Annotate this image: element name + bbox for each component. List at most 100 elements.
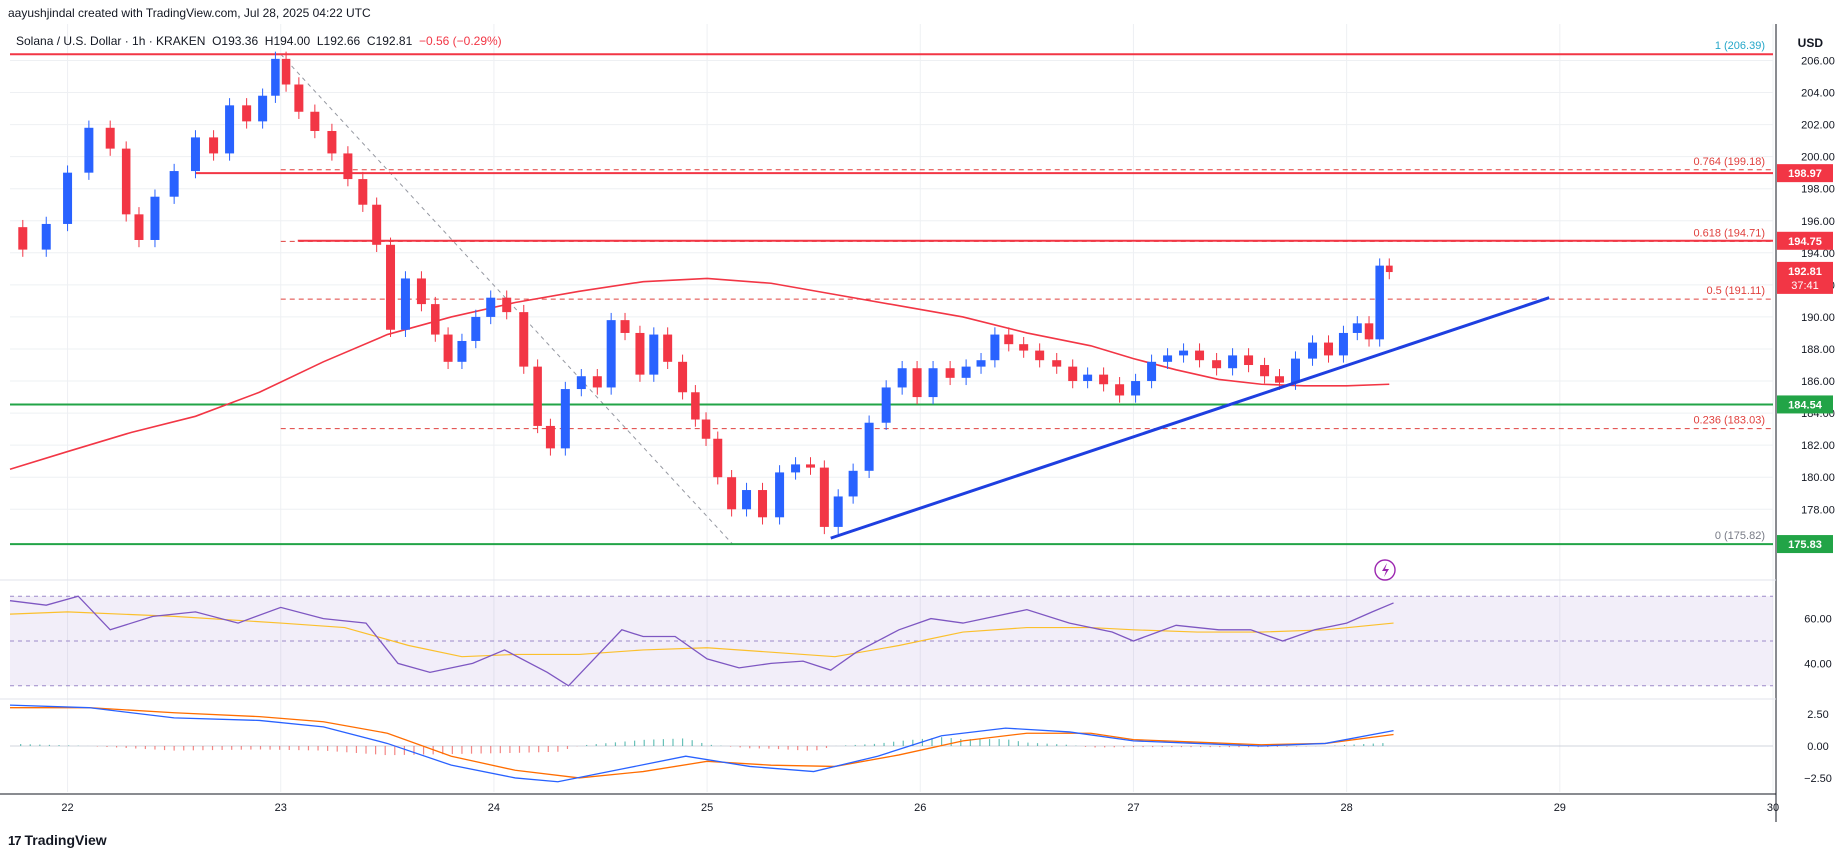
candle <box>713 438 723 478</box>
candle <box>1324 342 1334 356</box>
candle <box>678 361 688 393</box>
candle <box>1338 332 1348 356</box>
ascending-trendline <box>830 296 1550 540</box>
candle <box>1212 360 1222 369</box>
event-bolt-glyph <box>1382 563 1390 577</box>
candle <box>258 95 268 122</box>
fib-label-0.5: 0.5 (191.11) <box>1706 285 1765 297</box>
candle <box>691 392 700 420</box>
x-tick-label: 26 <box>914 802 926 814</box>
candle <box>1375 265 1384 340</box>
tradingview-brand[interactable]: 17 TradingView <box>8 832 107 848</box>
price-tag-resistance-199 <box>1777 164 1833 183</box>
candle <box>1195 350 1205 361</box>
rsi-ma-line <box>9 611 1394 658</box>
candle <box>209 137 219 154</box>
candle <box>1260 365 1270 377</box>
price-tag-support-175 <box>1777 535 1833 554</box>
candle <box>105 127 115 149</box>
candle <box>945 368 955 378</box>
macd-y-tick-label: −2.50 <box>1804 773 1832 785</box>
fib-label-0: 0 (175.82) <box>1715 530 1765 542</box>
currency-label[interactable]: USD <box>1797 36 1823 50</box>
candle <box>1068 366 1078 382</box>
candle <box>1115 384 1125 396</box>
candle <box>1147 361 1157 382</box>
candle <box>864 422 874 471</box>
candle <box>1244 355 1254 366</box>
price-tag-label-support-175: 175.83 <box>1788 539 1822 551</box>
ohlc-close: C192.81 <box>366 34 413 48</box>
candle <box>443 334 453 362</box>
y-tick-label: 198.00 <box>1801 184 1835 196</box>
candle <box>635 332 645 375</box>
macd-signal-line <box>10 707 1394 779</box>
candle <box>1308 342 1318 359</box>
price-tag-label-resistance-199: 198.97 <box>1788 168 1822 180</box>
candle <box>928 368 938 398</box>
candle <box>400 278 410 330</box>
candle <box>912 368 922 398</box>
last-price-countdown: 37:41 <box>1791 280 1819 292</box>
candle <box>416 278 426 305</box>
macd-line <box>9 704 1394 783</box>
fib-label-0.236: 0.236 (183.03) <box>1693 415 1765 427</box>
symbol-name[interactable]: Solana / U.S. Dollar · 1h · KRAKEN <box>16 34 206 48</box>
candle <box>63 172 73 224</box>
candle <box>848 470 858 497</box>
candle <box>18 227 28 250</box>
x-tick-label: 28 <box>1341 802 1353 814</box>
candle <box>560 389 570 449</box>
y-tick-label: 196.00 <box>1801 216 1835 228</box>
candle <box>1364 323 1374 340</box>
candle <box>41 223 51 250</box>
x-tick-label: 27 <box>1127 802 1139 814</box>
tradingview-wordmark: TradingView <box>24 832 107 848</box>
candle <box>281 58 291 85</box>
candle <box>271 58 280 96</box>
candle <box>819 467 829 527</box>
candle <box>431 304 440 335</box>
candle <box>486 297 496 317</box>
candle <box>649 334 659 375</box>
candle <box>1179 350 1189 356</box>
candle <box>471 316 481 341</box>
candle <box>1352 323 1362 333</box>
candle <box>663 334 673 362</box>
candle <box>225 105 235 154</box>
x-tick-label: 22 <box>61 802 73 814</box>
price-tag-resistance-194 <box>1777 231 1833 250</box>
candle <box>976 360 986 367</box>
macd-y-tick-label: 2.50 <box>1807 709 1828 721</box>
y-tick-label: 200.00 <box>1801 152 1835 164</box>
ohlc-change: −0.56 (−0.29%) <box>418 34 502 48</box>
candle <box>701 419 711 439</box>
candle <box>84 127 94 173</box>
y-tick-label: 182.00 <box>1801 440 1835 452</box>
y-tick-label: 202.00 <box>1801 120 1835 132</box>
candle <box>1035 350 1045 361</box>
last-price-label: 192.81 <box>1788 266 1822 278</box>
candle <box>775 472 785 518</box>
candle <box>1163 355 1173 362</box>
candle <box>1083 374 1093 382</box>
rsi-y-tick-label: 60.00 <box>1804 614 1832 626</box>
last-price-tag <box>1777 261 1833 294</box>
candle <box>742 490 752 510</box>
candle <box>791 464 801 473</box>
y-tick-label: 190.00 <box>1801 312 1835 324</box>
candle <box>1019 344 1029 351</box>
candle <box>833 496 843 527</box>
candle <box>1274 376 1284 383</box>
candle <box>134 214 144 240</box>
candle <box>294 84 304 112</box>
candle <box>533 366 542 426</box>
candle <box>1228 355 1238 369</box>
fib-label-0.764: 0.764 (199.18) <box>1693 156 1765 168</box>
ohlc-high: H194.00 <box>264 34 311 48</box>
x-tick-label: 24 <box>488 802 500 814</box>
chart-credit: aayushjindal created with TradingView.co… <box>8 6 371 20</box>
candle <box>758 490 768 518</box>
candle <box>592 376 602 388</box>
